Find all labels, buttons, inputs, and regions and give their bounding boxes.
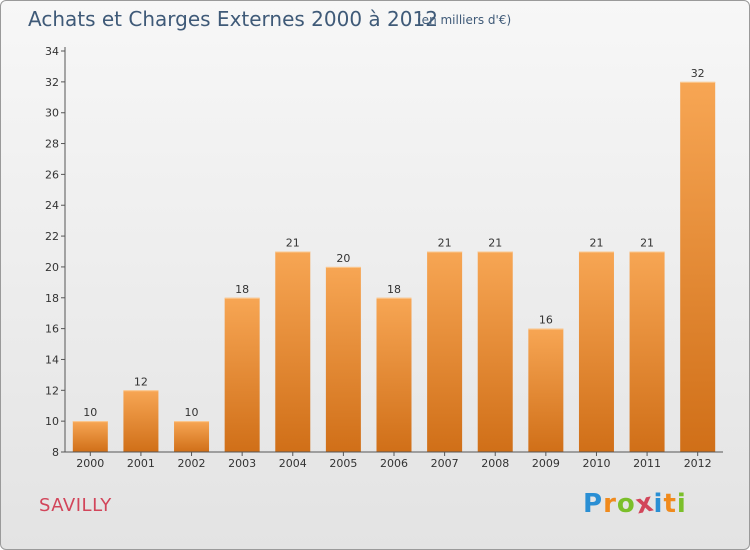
- y-tick-label: 30: [45, 107, 59, 120]
- y-tick-label: 28: [45, 138, 59, 151]
- bar-value-label: 32: [691, 67, 705, 80]
- y-tick-label: 14: [45, 353, 59, 366]
- x-tick-label: 2004: [279, 457, 307, 470]
- y-tick-label: 26: [45, 168, 59, 181]
- bar-value-label: 18: [387, 283, 401, 296]
- bar: [578, 251, 614, 452]
- logo-letter: i: [676, 489, 687, 519]
- bar-value-label: 12: [134, 375, 148, 388]
- y-tick-label: 24: [45, 199, 59, 212]
- x-tick-label: 2005: [329, 457, 357, 470]
- bar-value-label: 21: [640, 237, 654, 250]
- y-tick-label: 12: [45, 384, 59, 397]
- x-tick-label: 2007: [431, 457, 459, 470]
- logo-letter: o: [616, 489, 636, 519]
- bar-value-label: 21: [438, 237, 452, 250]
- x-tick-label: 2009: [532, 457, 560, 470]
- bar-value-label: 10: [185, 406, 199, 419]
- bar: [72, 421, 108, 452]
- x-tick-label: 2008: [481, 457, 509, 470]
- bar: [325, 266, 361, 452]
- y-tick-label: 16: [45, 323, 59, 336]
- bar: [224, 297, 260, 452]
- bar-value-label: 18: [235, 283, 249, 296]
- logo-letter: r: [603, 489, 617, 519]
- chart-unit: (en milliers d'€): [417, 13, 512, 27]
- x-tick-label: 2011: [633, 457, 661, 470]
- chart-title: Achats et Charges Externes 2000 à 2012: [28, 7, 438, 31]
- bar: [123, 390, 159, 452]
- y-tick-label: 10: [45, 415, 59, 428]
- x-tick-label: 2002: [178, 457, 206, 470]
- logo-letter: P: [583, 489, 604, 519]
- bar: [629, 251, 665, 452]
- x-tick-label: 2010: [582, 457, 610, 470]
- y-tick-label: 32: [45, 76, 59, 89]
- y-tick-label: 20: [45, 261, 59, 274]
- logo-letter: i: [653, 489, 664, 519]
- bar: [477, 251, 513, 452]
- axes-group: 8 10 12 14 16 18 20 22 24 26 28 30 32 34 2000 2001 2002 2…: [45, 45, 723, 470]
- y-tick-label: 22: [45, 230, 59, 243]
- bar-value-label: 16: [539, 314, 553, 327]
- bar-value-label: 21: [488, 237, 502, 250]
- bar: [376, 297, 412, 452]
- y-tick-label: 34: [45, 45, 59, 58]
- bar: [528, 328, 564, 452]
- bar: [427, 251, 463, 452]
- y-tick-label: 18: [45, 292, 59, 305]
- bar-value-label: 21: [589, 237, 603, 250]
- x-tick-label: 2001: [127, 457, 155, 470]
- commune-name: SAVILLY: [39, 495, 112, 516]
- bar: [680, 81, 716, 452]
- proxiti-logo: Proxiti: [583, 487, 687, 520]
- bar: [174, 421, 210, 452]
- x-tick-label: 2012: [684, 457, 712, 470]
- x-tick-label: 2006: [380, 457, 408, 470]
- logo-letter: t: [663, 489, 677, 519]
- bar-value-label: 21: [286, 237, 300, 250]
- x-tick-label: 2000: [76, 457, 104, 470]
- bar: [275, 251, 311, 452]
- bar-value-label: 10: [83, 406, 97, 419]
- y-tick-label: 8: [52, 446, 59, 459]
- x-tick-label: 2003: [228, 457, 256, 470]
- bars-group: 10 12 10 18 21 20 18 21 21 16 21 21 32: [72, 67, 716, 452]
- bar-value-label: 20: [336, 252, 350, 265]
